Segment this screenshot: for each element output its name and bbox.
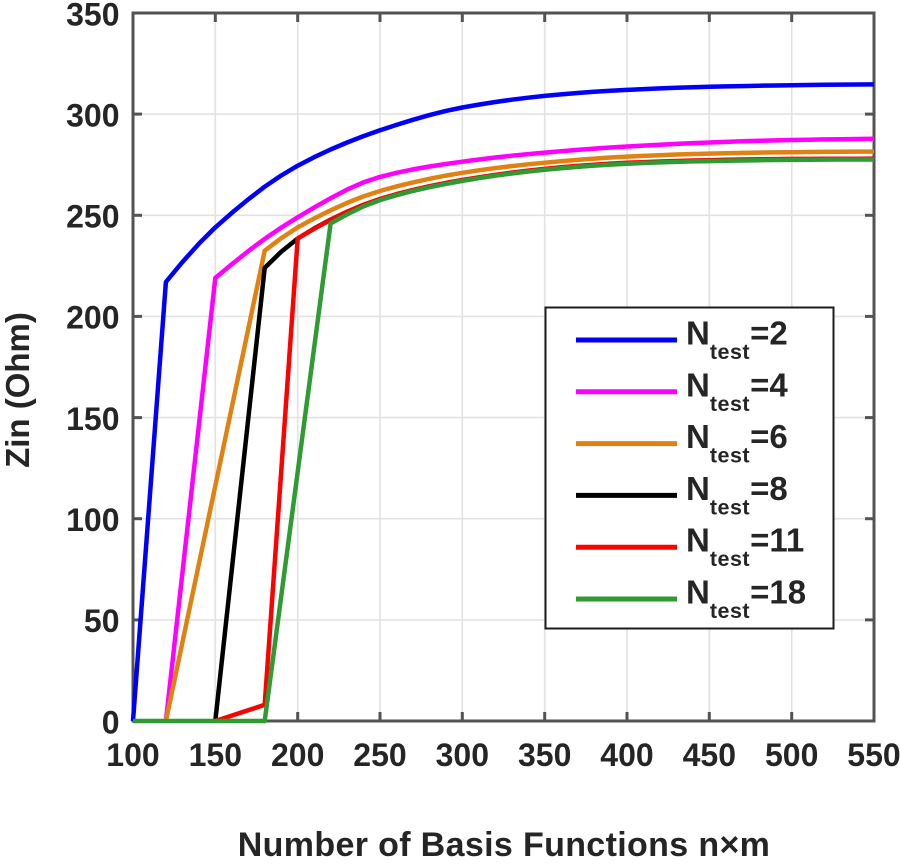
- svg-text:50: 50: [84, 603, 120, 639]
- svg-text:150: 150: [66, 401, 119, 437]
- svg-text:100: 100: [106, 737, 159, 773]
- svg-text:200: 200: [271, 737, 324, 773]
- svg-text:500: 500: [765, 737, 818, 773]
- svg-text:550: 550: [847, 737, 900, 773]
- svg-text:350: 350: [518, 737, 571, 773]
- svg-text:250: 250: [353, 737, 406, 773]
- svg-text:Zin (Ohm): Zin (Ohm): [0, 312, 36, 468]
- svg-text:Number of Basis Functions n×m: Number of Basis Functions n×m: [238, 826, 771, 861]
- svg-text:350: 350: [66, 0, 119, 32]
- svg-text:300: 300: [66, 97, 119, 133]
- svg-text:100: 100: [66, 502, 119, 538]
- svg-text:0: 0: [102, 704, 120, 740]
- svg-text:200: 200: [66, 300, 119, 336]
- svg-text:450: 450: [683, 737, 736, 773]
- svg-text:250: 250: [66, 199, 119, 235]
- svg-text:150: 150: [189, 737, 242, 773]
- svg-text:300: 300: [436, 737, 489, 773]
- svg-text:400: 400: [600, 737, 653, 773]
